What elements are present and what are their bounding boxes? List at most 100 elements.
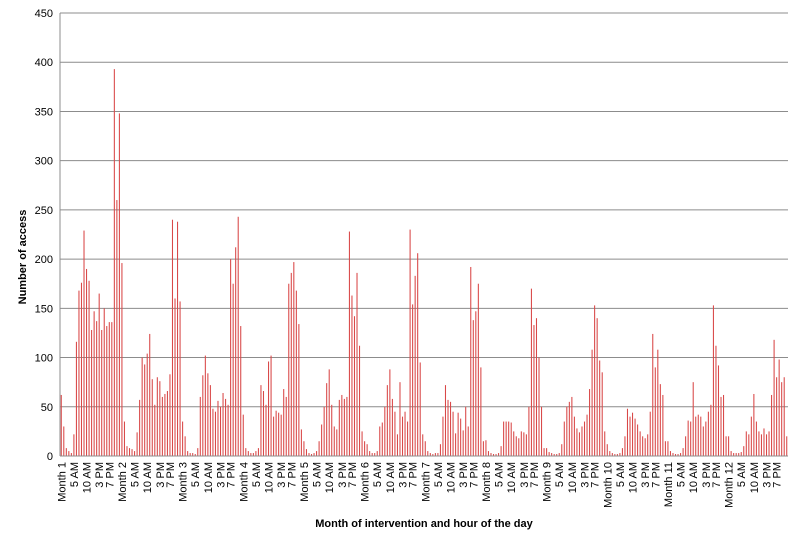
bar xyxy=(563,421,565,456)
hour-tick-label: 10 AM xyxy=(324,462,336,493)
bar xyxy=(457,412,459,456)
bar xyxy=(141,357,143,456)
bar xyxy=(518,438,520,456)
bars xyxy=(60,69,788,456)
hour-tick-label: 5 AM xyxy=(554,462,566,487)
y-tick-label: 450 xyxy=(35,8,53,20)
bar xyxy=(700,416,702,456)
bar xyxy=(305,449,307,456)
bar xyxy=(439,444,441,456)
bar xyxy=(702,426,704,456)
bar xyxy=(427,451,429,456)
bar xyxy=(300,429,302,456)
hour-tick-label: 5 AM xyxy=(615,462,627,487)
bar xyxy=(341,394,343,456)
hour-tick-label: 7 PM xyxy=(468,462,480,488)
bar xyxy=(596,318,598,456)
bar xyxy=(184,436,186,456)
bar xyxy=(318,441,320,456)
hour-tick-label: 7 PM xyxy=(347,462,359,488)
y-tick-label: 250 xyxy=(35,205,53,217)
bar xyxy=(758,431,760,456)
bar xyxy=(91,329,93,456)
bar xyxy=(65,448,67,456)
bar xyxy=(498,453,500,456)
bar xyxy=(202,375,204,456)
bar xyxy=(116,200,118,456)
month-tick-label: Month 4 xyxy=(238,462,250,502)
bar xyxy=(323,406,325,456)
bar xyxy=(424,441,426,456)
bar xyxy=(687,420,689,456)
bar xyxy=(568,401,570,456)
hour-tick-label: 5 AM xyxy=(433,462,445,487)
bar xyxy=(778,359,780,456)
bar xyxy=(642,436,644,456)
bar xyxy=(156,377,158,456)
bar xyxy=(510,422,512,456)
bar xyxy=(366,444,368,456)
bar xyxy=(674,454,677,456)
bar xyxy=(495,454,497,456)
hour-tick-label: 10 AM xyxy=(203,462,215,493)
bar xyxy=(75,341,77,456)
hour-tick-label: 5 AM xyxy=(372,462,384,487)
hour-tick-label: 3 PM xyxy=(640,462,652,488)
bar xyxy=(556,454,558,456)
bar xyxy=(728,436,730,456)
month-tick-label: Month 3 xyxy=(178,462,190,502)
hour-tick-label: 10 AM xyxy=(264,462,276,493)
bar xyxy=(316,451,318,456)
hour-tick-label: 7 PM xyxy=(104,462,116,488)
bar xyxy=(707,411,709,456)
bar xyxy=(401,416,404,456)
bar xyxy=(73,434,75,456)
x-axis-title: Month of intervention and hour of the da… xyxy=(315,518,533,530)
bar xyxy=(171,219,174,456)
bar xyxy=(88,280,90,456)
bar xyxy=(561,444,563,456)
bar xyxy=(480,367,482,456)
bar xyxy=(280,414,282,456)
bar xyxy=(616,454,618,456)
bar xyxy=(179,301,181,456)
bar xyxy=(629,416,631,456)
bar xyxy=(101,329,103,456)
bar xyxy=(422,434,424,456)
hour-tick-label: 5 AM xyxy=(736,462,748,487)
bar xyxy=(748,434,750,456)
month-tick-label: Month 1 xyxy=(56,462,68,502)
bar xyxy=(682,448,684,456)
bar xyxy=(288,283,290,456)
bar xyxy=(591,349,593,456)
bar xyxy=(399,382,401,456)
hour-tick-label: 10 AM xyxy=(385,462,397,493)
bar xyxy=(710,404,712,456)
bar xyxy=(475,311,477,456)
bar xyxy=(285,396,287,456)
bar xyxy=(472,320,474,456)
bar xyxy=(712,305,714,456)
bar xyxy=(268,361,270,456)
bar xyxy=(209,385,211,456)
bar xyxy=(262,391,265,456)
bar xyxy=(166,391,168,456)
bar xyxy=(161,396,163,456)
bar xyxy=(247,451,249,456)
bar xyxy=(63,426,65,456)
bar xyxy=(348,231,350,456)
hour-tick-label: 3 PM xyxy=(155,462,167,488)
month-tick-label: Month 7 xyxy=(420,462,432,502)
bar xyxy=(786,436,788,456)
hour-tick-label: 5 AM xyxy=(69,462,81,487)
bar xyxy=(637,424,639,456)
bar xyxy=(513,431,515,456)
month-tick-label: Month 6 xyxy=(360,462,372,502)
bar xyxy=(131,449,133,456)
bar xyxy=(389,369,391,456)
bar xyxy=(217,400,219,456)
bar xyxy=(273,416,275,456)
bar xyxy=(290,272,292,456)
hour-tick-label: 3 PM xyxy=(276,462,288,488)
month-tick-label: Month 10 xyxy=(602,462,614,508)
